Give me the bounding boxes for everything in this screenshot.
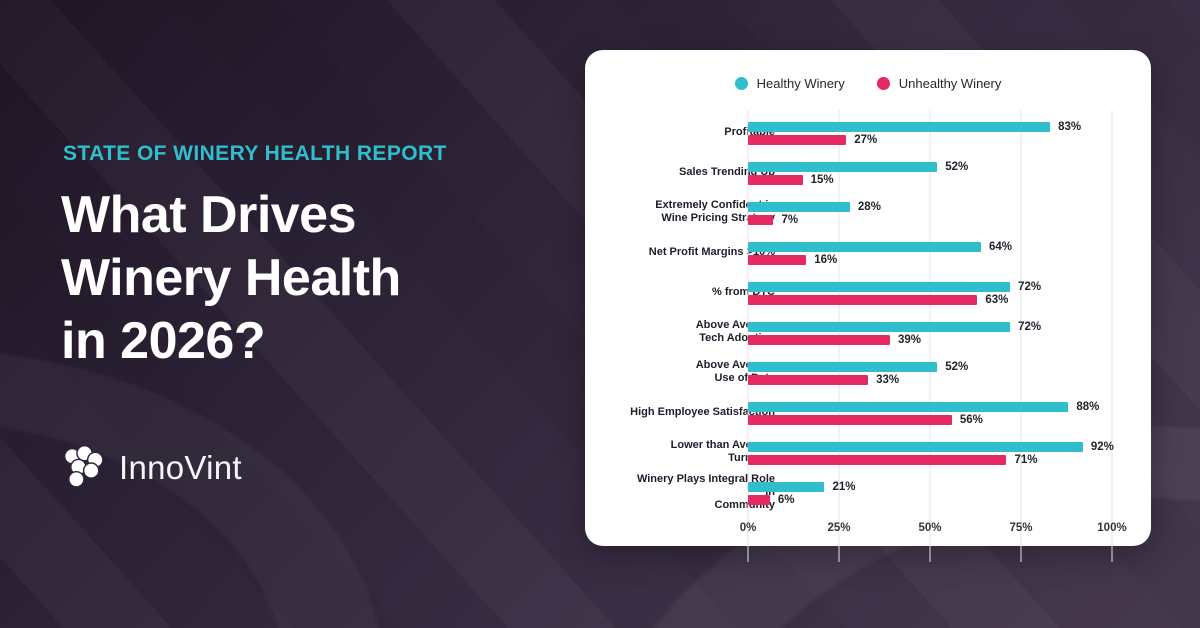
innovint-logo: InnoVint: [61, 445, 242, 490]
value-label: 16%: [814, 254, 838, 266]
x-tick-label: 50%: [918, 522, 942, 534]
chart-row: 52% 15%: [748, 152, 1112, 192]
chart-row: 21% 6%: [748, 472, 1112, 512]
grape-cluster-icon: [61, 445, 106, 490]
value-label: 52%: [945, 361, 969, 373]
value-label: 28%: [857, 201, 881, 213]
healthy-bar: 72%: [748, 321, 1041, 333]
chart-row: 28% 7%: [748, 192, 1112, 232]
chart-legend: Healthy Winery Unhealthy Winery: [585, 76, 1151, 91]
unhealthy-bar: 16%: [748, 254, 837, 266]
unhealthy-bar: 63%: [748, 294, 1008, 306]
chart-row: 52% 33%: [748, 352, 1112, 392]
report-eyebrow: STATE OF WINERY HEALTH REPORT: [63, 142, 447, 165]
unhealthy-bar: 56%: [748, 414, 983, 426]
legend-item-unhealthy-winery: Unhealthy Winery: [876, 76, 1002, 91]
x-tick-label: 25%: [827, 522, 851, 534]
healthy-bar: 92%: [748, 441, 1114, 453]
unhealthy-bar: 71%: [748, 454, 1037, 466]
healthy-bar: 52%: [748, 161, 968, 173]
legend-dot-icon: [876, 77, 890, 90]
chart-row: 72% 39%: [748, 312, 1112, 352]
plot-area: 83% 27% 52% 15% 28% 7% 64% 16% 72% 63% 72% 39% 52% 33…: [747, 110, 1114, 562]
value-label: 92%: [1090, 441, 1114, 453]
chart-row: 72% 63%: [748, 272, 1112, 312]
gridline: [1020, 110, 1022, 562]
x-axis-tick-row: 0% 25% 50% 75% 100%: [740, 522, 1127, 538]
value-label: 7%: [781, 214, 799, 226]
value-label: 64%: [988, 241, 1012, 253]
value-label: 72%: [1018, 281, 1042, 293]
value-label: 52%: [945, 161, 969, 173]
value-label: 71%: [1014, 454, 1038, 466]
value-label: 15%: [810, 174, 834, 186]
unhealthy-bar: 39%: [748, 334, 921, 346]
legend-dot-icon: [734, 77, 748, 90]
x-tick-label: 0%: [739, 522, 757, 534]
x-tick-label: 100%: [1097, 522, 1127, 534]
title-line-3: in 2026?: [61, 312, 266, 370]
value-label: 56%: [959, 414, 983, 426]
healthy-bar: 28%: [748, 201, 881, 213]
legend-item-healthy-winery: Healthy Winery: [734, 76, 845, 91]
value-label: 72%: [1018, 321, 1042, 333]
unhealthy-bar: 7%: [748, 214, 798, 226]
healthy-bar: 52%: [748, 361, 968, 373]
chart-row: 88% 56%: [748, 392, 1112, 432]
chart-row: 64% 16%: [748, 232, 1112, 272]
title-line-2: Winery Health: [61, 249, 401, 307]
healthy-bar: 83%: [748, 121, 1081, 133]
chart-row: 83% 27%: [748, 112, 1112, 152]
value-label: 33%: [876, 374, 900, 386]
healthy-bar: 64%: [748, 241, 1012, 253]
page-title: What Drives Winery Health in 2026?: [61, 184, 401, 373]
gridline: [929, 110, 931, 562]
value-label: 88%: [1076, 401, 1100, 413]
value-label: 63%: [985, 294, 1009, 306]
legend-label: Unhealthy Winery: [898, 76, 1002, 91]
value-label: 6%: [777, 494, 795, 506]
logo-wordmark: InnoVint: [119, 448, 242, 486]
healthy-bar: 88%: [748, 401, 1099, 413]
value-label: 27%: [854, 134, 878, 146]
value-label: 83%: [1058, 121, 1082, 133]
value-label: 21%: [832, 481, 856, 493]
healthy-bar: 21%: [748, 481, 855, 493]
title-line-1: What Drives: [61, 186, 357, 244]
gridline: [1111, 110, 1113, 562]
left-panel: STATE OF WINERY HEALTH REPORT What Drive…: [61, 0, 543, 628]
chart-row: 92% 71%: [748, 432, 1114, 472]
category-label: High Employee Satisfaction: [630, 405, 775, 418]
value-label: 39%: [897, 334, 921, 346]
unhealthy-bar: 27%: [748, 134, 877, 146]
unhealthy-bar: 33%: [748, 374, 899, 386]
unhealthy-bar: 15%: [748, 174, 834, 186]
legend-label: Healthy Winery: [756, 76, 845, 91]
healthy-bar: 72%: [748, 281, 1041, 293]
unhealthy-bar: 6%: [748, 494, 794, 506]
x-tick-label: 75%: [1009, 522, 1033, 534]
